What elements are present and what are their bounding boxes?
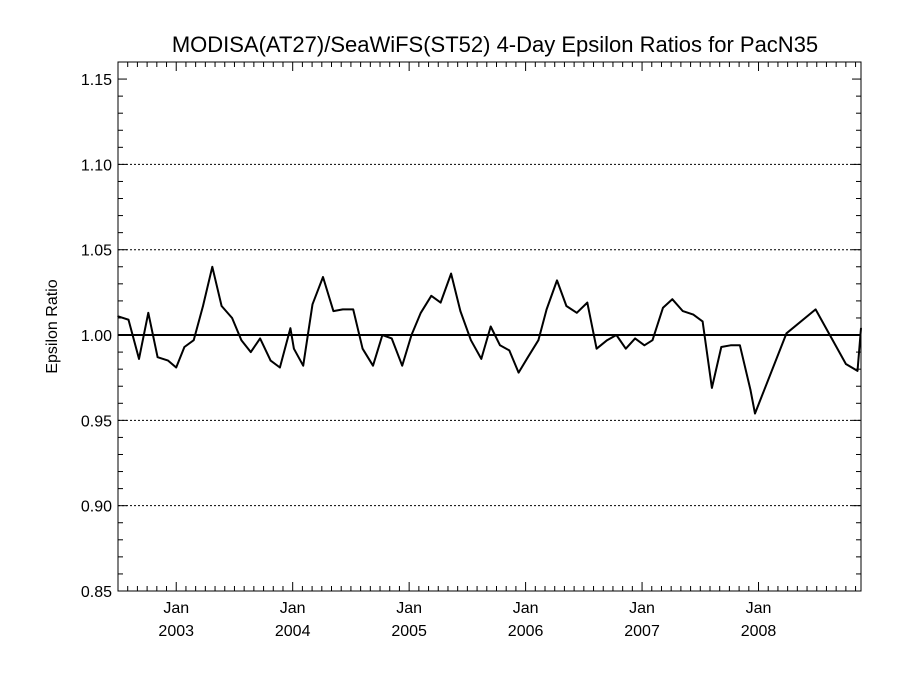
y-tick-label: 1.15	[81, 72, 112, 89]
y-tick-label: 0.95	[81, 413, 112, 430]
data-point	[517, 371, 520, 374]
data-point	[302, 364, 304, 367]
chart-title: MODISA(AT27)/SeaWiFS(ST52) 4-Day Epsilon…	[172, 32, 818, 57]
x-tick-label-month: Jan	[513, 600, 539, 617]
y-axis-label: Epsilon Ratio	[44, 279, 61, 373]
y-tick-label: 1.05	[81, 243, 112, 260]
data-point	[682, 310, 684, 312]
data-point	[662, 306, 664, 309]
data-point	[279, 366, 281, 369]
data-point	[545, 308, 548, 311]
data-point	[711, 387, 713, 389]
data-point	[634, 337, 636, 340]
data-point	[720, 346, 723, 348]
data-point	[480, 358, 483, 360]
data-point	[322, 276, 324, 278]
data-point	[537, 339, 540, 341]
data-point	[576, 312, 578, 314]
data-point	[138, 358, 140, 360]
data-point	[401, 364, 403, 367]
axis-ticks	[117, 61, 861, 592]
data-point	[156, 356, 159, 359]
data-point	[643, 344, 646, 347]
data-point	[249, 351, 252, 353]
data-point	[211, 265, 214, 268]
data-point	[754, 412, 756, 415]
epsilon-ratio-series-line	[117, 265, 862, 415]
y-tick-labels: 0.85 0.90 0.95 1.00 1.05 1.10 1.15	[81, 72, 112, 601]
y-tick-label: 0.90	[81, 499, 112, 516]
data-point	[624, 347, 627, 350]
data-point	[192, 339, 195, 341]
data-point	[606, 339, 608, 341]
x-tick-label-year: 2005	[391, 623, 427, 640]
data-point	[586, 301, 589, 304]
data-point	[311, 303, 314, 306]
x-tick-label-month: Jan	[629, 600, 655, 617]
y-tick-label: 1.00	[81, 328, 112, 345]
y-tick-label: 1.10	[81, 157, 112, 174]
data-point	[147, 312, 150, 314]
data-point	[692, 313, 695, 316]
data-point	[595, 347, 598, 350]
data-point	[527, 356, 529, 359]
data-point	[749, 388, 752, 391]
x-tick-label-month: Jan	[746, 600, 772, 617]
data-point	[259, 337, 261, 340]
data-point	[845, 363, 847, 365]
data-point	[565, 305, 568, 307]
data-point	[856, 370, 859, 372]
data-point	[231, 317, 233, 319]
data-point	[341, 308, 344, 311]
data-point	[352, 308, 355, 311]
data-point	[701, 320, 704, 323]
data-point	[361, 347, 364, 350]
data-point	[439, 301, 442, 304]
data-point	[269, 359, 272, 362]
data-point	[450, 272, 452, 275]
data-point	[739, 344, 741, 347]
x-tick-label-year: 2006	[508, 623, 544, 640]
data-point	[556, 279, 558, 282]
data-point	[183, 346, 186, 348]
x-tick-label-month: Jan	[396, 600, 422, 617]
data-point	[814, 308, 817, 311]
data-point	[430, 294, 433, 297]
data-point	[289, 327, 292, 330]
data-point	[381, 334, 384, 336]
data-point	[615, 334, 618, 336]
data-point	[167, 359, 169, 362]
data-point	[410, 334, 413, 336]
data-point	[332, 310, 335, 312]
x-tick-label-year: 2008	[741, 623, 777, 640]
data-point	[729, 344, 732, 347]
data-point	[372, 364, 374, 367]
data-point	[127, 318, 130, 321]
data-point	[785, 332, 788, 335]
data-point	[220, 305, 223, 307]
data-point	[240, 339, 243, 341]
data-point	[489, 325, 492, 328]
data-point	[671, 298, 674, 300]
data-point	[202, 305, 204, 307]
x-tick-label-month: Jan	[280, 600, 306, 617]
data-point	[470, 339, 472, 341]
plot-frame	[117, 61, 862, 592]
x-tick-label-year: 2003	[158, 623, 194, 640]
data-point	[293, 347, 295, 350]
data-points	[117, 265, 862, 415]
data-point	[390, 337, 393, 340]
x-tick-labels: Jan 2003 Jan 2004 Jan 2005 Jan 2006 Jan 2007 Jan 20…	[158, 600, 776, 640]
x-tick-label-month: Jan	[163, 600, 189, 617]
data-point	[459, 310, 462, 312]
data-point	[419, 312, 422, 314]
data-point	[499, 344, 501, 347]
x-tick-label-year: 2004	[275, 623, 311, 640]
data-point	[651, 339, 654, 341]
data-point	[175, 366, 178, 369]
data-point	[508, 349, 511, 352]
y-tick-label: 0.85	[81, 584, 112, 601]
x-tick-label-year: 2007	[624, 623, 660, 640]
